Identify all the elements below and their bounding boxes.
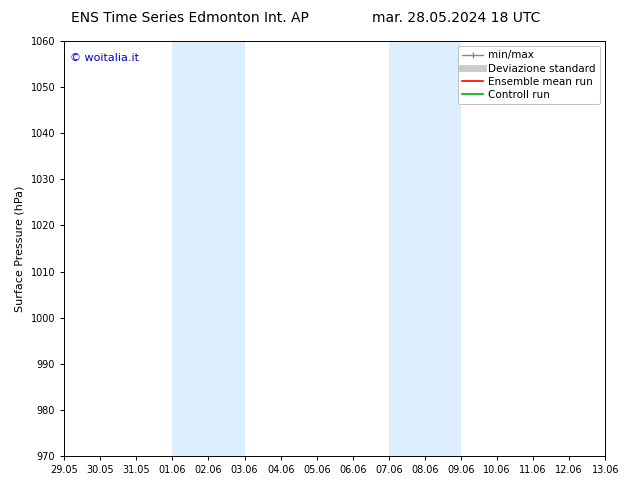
Bar xyxy=(389,41,461,456)
Bar xyxy=(172,41,245,456)
Y-axis label: Surface Pressure (hPa): Surface Pressure (hPa) xyxy=(15,185,25,312)
Legend: min/max, Deviazione standard, Ensemble mean run, Controll run: min/max, Deviazione standard, Ensemble m… xyxy=(458,46,600,104)
Text: © woitalia.it: © woitalia.it xyxy=(70,53,139,64)
Text: ENS Time Series Edmonton Int. AP: ENS Time Series Edmonton Int. AP xyxy=(71,11,309,25)
Text: mar. 28.05.2024 18 UTC: mar. 28.05.2024 18 UTC xyxy=(372,11,541,25)
